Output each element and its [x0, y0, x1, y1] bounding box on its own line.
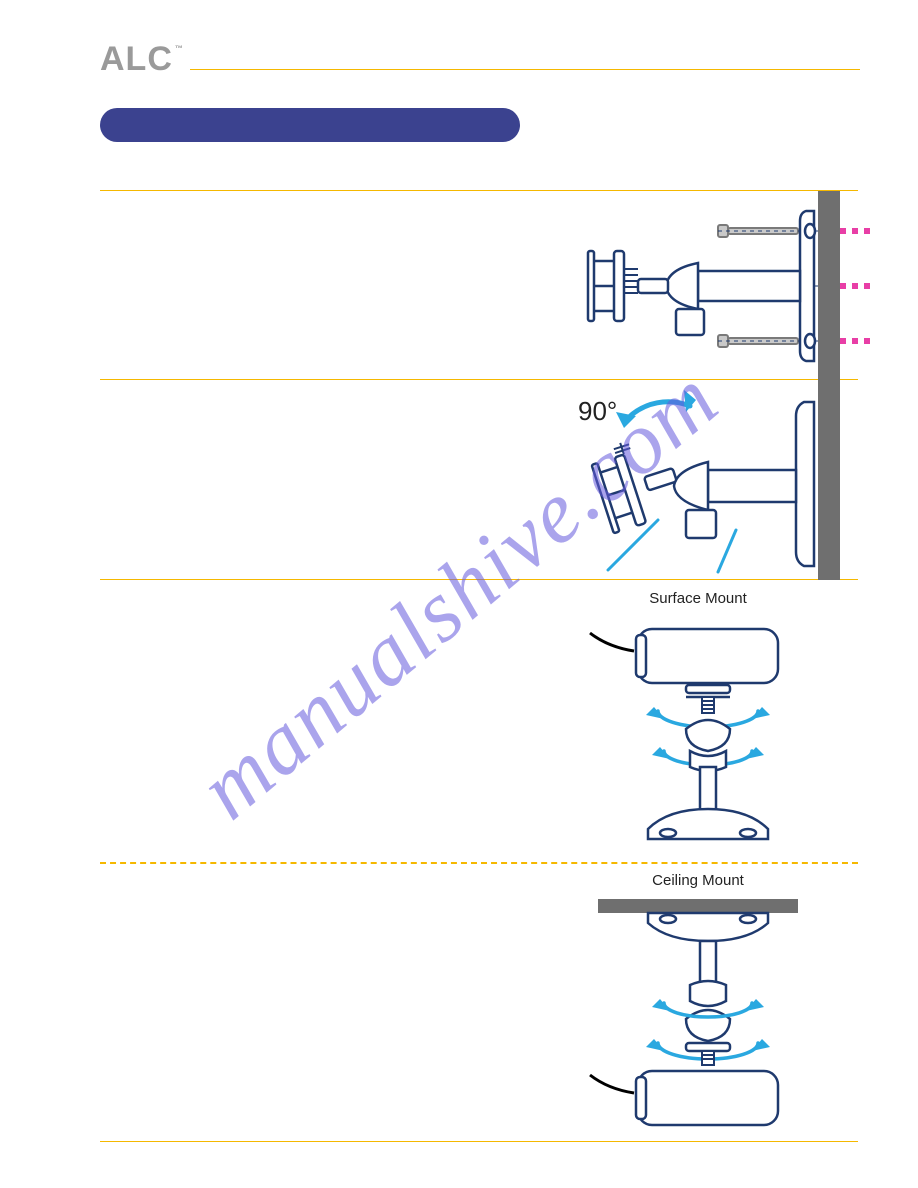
row-tilt-90: 90° — [100, 380, 858, 580]
angle-label: 90° — [578, 396, 617, 426]
caption-surface: Surface Mount — [548, 590, 848, 607]
row-ceiling-mount: Ceiling Mount — [100, 862, 858, 1142]
diagram-tilt-90: 90° — [518, 380, 878, 579]
section-heading-pill — [100, 108, 520, 142]
logo-text: ALC — [100, 40, 173, 78]
instruction-rows: 90° Surface Mount — [100, 190, 858, 1142]
row-surface-mount: Surface Mount — [100, 580, 858, 862]
brand-logo: ALC™ — [100, 40, 858, 79]
diagram-ceiling-mount: Ceiling Mount — [548, 864, 848, 1141]
row-wall-mount-screws — [100, 190, 858, 380]
diagram-wall-mount — [518, 191, 878, 379]
diagram-surface-mount: Surface Mount — [548, 580, 848, 862]
caption-ceiling: Ceiling Mount — [548, 872, 848, 889]
logo-tm: ™ — [175, 44, 184, 53]
